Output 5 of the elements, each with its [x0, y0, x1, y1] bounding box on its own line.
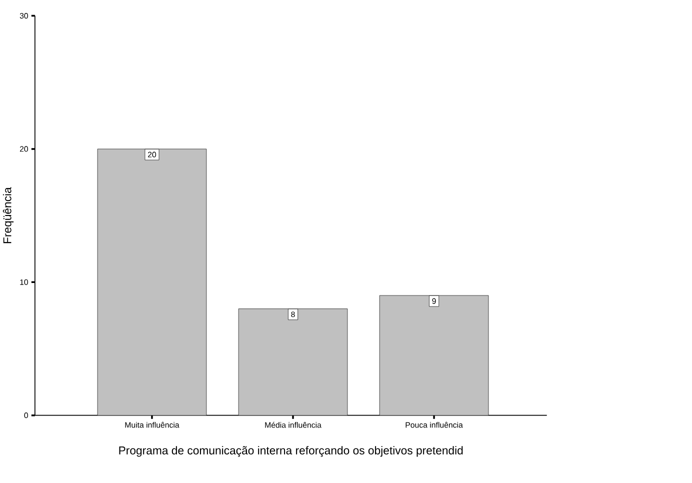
bar [97, 148, 207, 416]
bar [238, 308, 348, 416]
bar [379, 295, 489, 416]
y-axis-title: Freqüência [2, 187, 14, 244]
x-axis-title: Programa de comunicação interna reforçando os objetivos pretendid [119, 446, 463, 457]
